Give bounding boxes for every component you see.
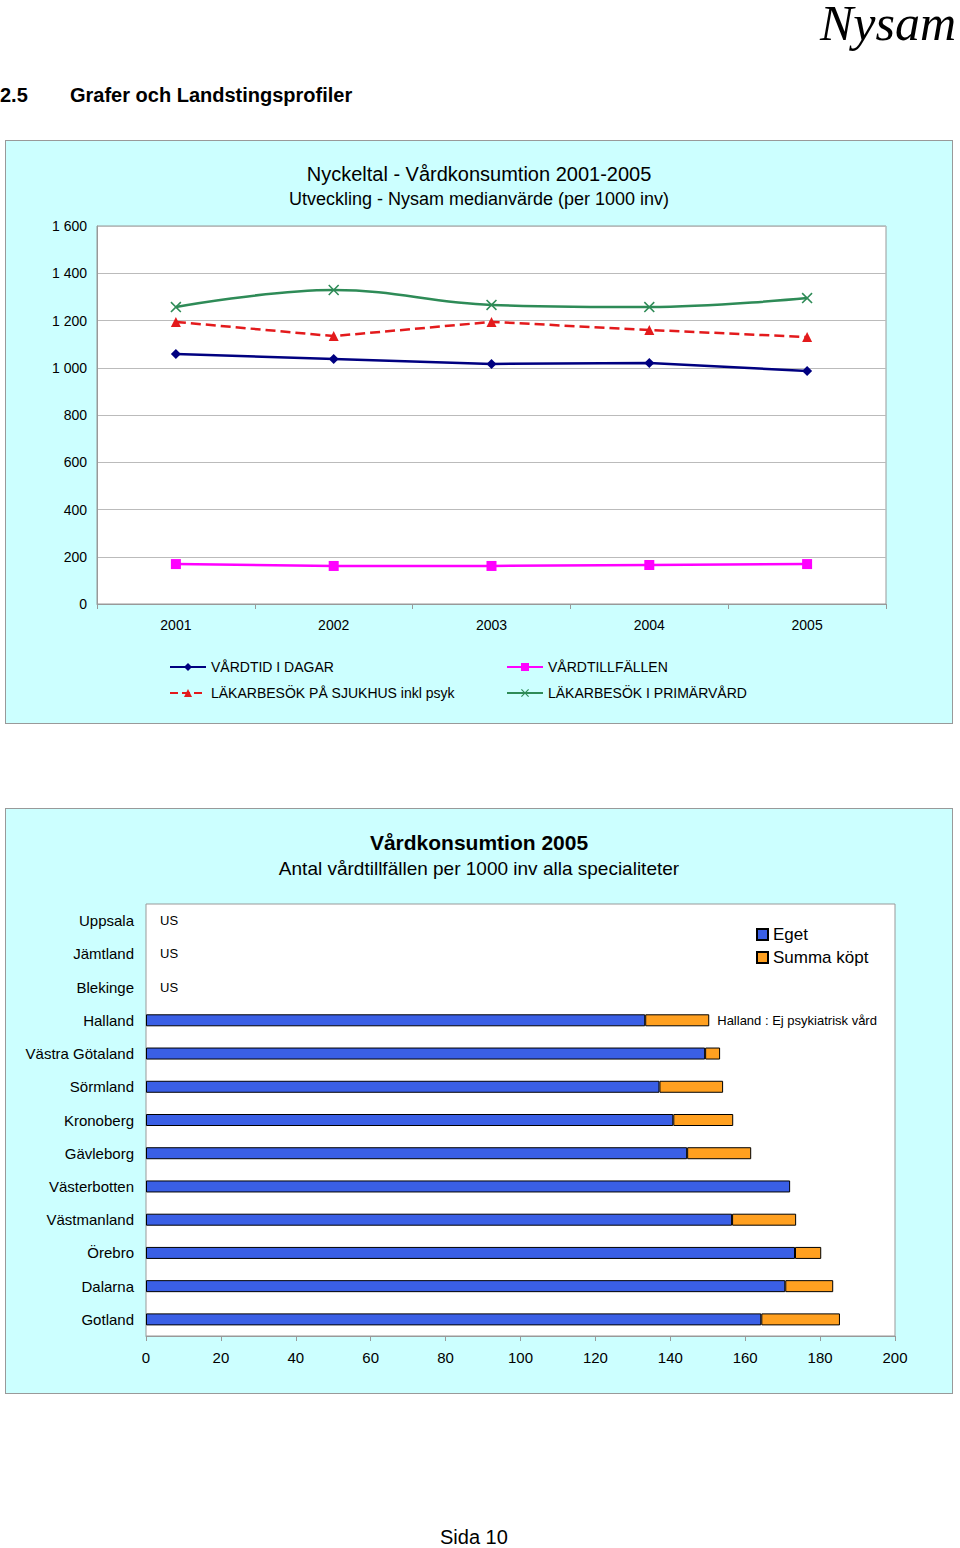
svg-text:Västra Götaland: Västra Götaland [26, 1045, 134, 1062]
svg-text:US: US [160, 913, 178, 928]
svg-text:160: 160 [733, 1349, 758, 1366]
svg-text:2005: 2005 [792, 617, 823, 633]
svg-text:200: 200 [882, 1349, 907, 1366]
html-text:Sida 10: Sida 10 [440, 1526, 508, 1548]
svg-text:Halland: Halland [83, 1012, 134, 1029]
svg-text:Örebro: Örebro [87, 1244, 134, 1261]
svg-text:VÅRDTILLFÄLLEN: VÅRDTILLFÄLLEN [548, 659, 668, 675]
svg-text:Västmanland: Västmanland [46, 1211, 134, 1228]
svg-text:2004: 2004 [634, 617, 665, 633]
html-text:Grafer och Landstingsprofiler: Grafer och Landstingsprofiler [70, 84, 353, 106]
svg-text:Vårdkonsumtion 2005: Vårdkonsumtion 2005 [370, 831, 589, 854]
svg-text:2003: 2003 [476, 617, 507, 633]
svg-text:LÄKARBESÖK PÅ SJUKHUS inkl psy: LÄKARBESÖK PÅ SJUKHUS inkl psyk [211, 684, 456, 701]
svg-text:60: 60 [362, 1349, 379, 1366]
svg-text:Kronoberg: Kronoberg [64, 1112, 134, 1129]
svg-text:1 600: 1 600 [52, 218, 87, 234]
svg-text:1 400: 1 400 [52, 265, 87, 281]
svg-text:Dalarna: Dalarna [81, 1278, 134, 1295]
svg-text:0: 0 [142, 1349, 150, 1366]
svg-text:Jämtland: Jämtland [73, 945, 134, 962]
svg-text:Summa köpt: Summa köpt [773, 948, 869, 967]
svg-text:120: 120 [583, 1349, 608, 1366]
svg-text:Eget: Eget [773, 925, 808, 944]
svg-text:0: 0 [79, 596, 87, 612]
html-text:2.5: 2.5 [0, 84, 28, 106]
svg-text:20: 20 [213, 1349, 230, 1366]
svg-text:Gävleborg: Gävleborg [65, 1145, 134, 1162]
svg-text:Sörmland: Sörmland [70, 1078, 134, 1095]
svg-text:180: 180 [808, 1349, 833, 1366]
svg-text:2001: 2001 [160, 617, 191, 633]
svg-text:Halland : Ej psykiatrisk vård: Halland : Ej psykiatrisk vård [717, 1013, 877, 1028]
svg-text:400: 400 [64, 502, 88, 518]
svg-text:US: US [160, 980, 178, 995]
svg-text:40: 40 [287, 1349, 304, 1366]
svg-text:1 000: 1 000 [52, 360, 87, 376]
svg-text:80: 80 [437, 1349, 454, 1366]
svg-text:Uppsala: Uppsala [79, 912, 135, 929]
svg-text:US: US [160, 946, 178, 961]
svg-text:Antal vårdtillfällen per 1000: Antal vårdtillfällen per 1000 inv alla s… [279, 858, 680, 879]
svg-text:VÅRDTID I DAGAR: VÅRDTID I DAGAR [211, 659, 334, 675]
svg-text:Nyckeltal - Vårdkonsumtion 200: Nyckeltal - Vårdkonsumtion 2001-2005 [307, 163, 652, 185]
svg-text:LÄKARBESÖK I PRIMÄRVÅRD: LÄKARBESÖK I PRIMÄRVÅRD [548, 684, 747, 701]
svg-text:2002: 2002 [318, 617, 349, 633]
svg-text:140: 140 [658, 1349, 683, 1366]
svg-text:Utveckling - Nysam medianvärde: Utveckling - Nysam medianvärde (per 1000… [289, 189, 669, 209]
svg-text:Gotland: Gotland [81, 1311, 134, 1328]
svg-text:Blekinge: Blekinge [76, 979, 134, 996]
svg-text:100: 100 [508, 1349, 533, 1366]
svg-text:600: 600 [64, 454, 88, 470]
svg-text:800: 800 [64, 407, 88, 423]
svg-text:1 200: 1 200 [52, 313, 87, 329]
svg-text:200: 200 [64, 549, 88, 565]
svg-text:Västerbotten: Västerbotten [49, 1178, 134, 1195]
